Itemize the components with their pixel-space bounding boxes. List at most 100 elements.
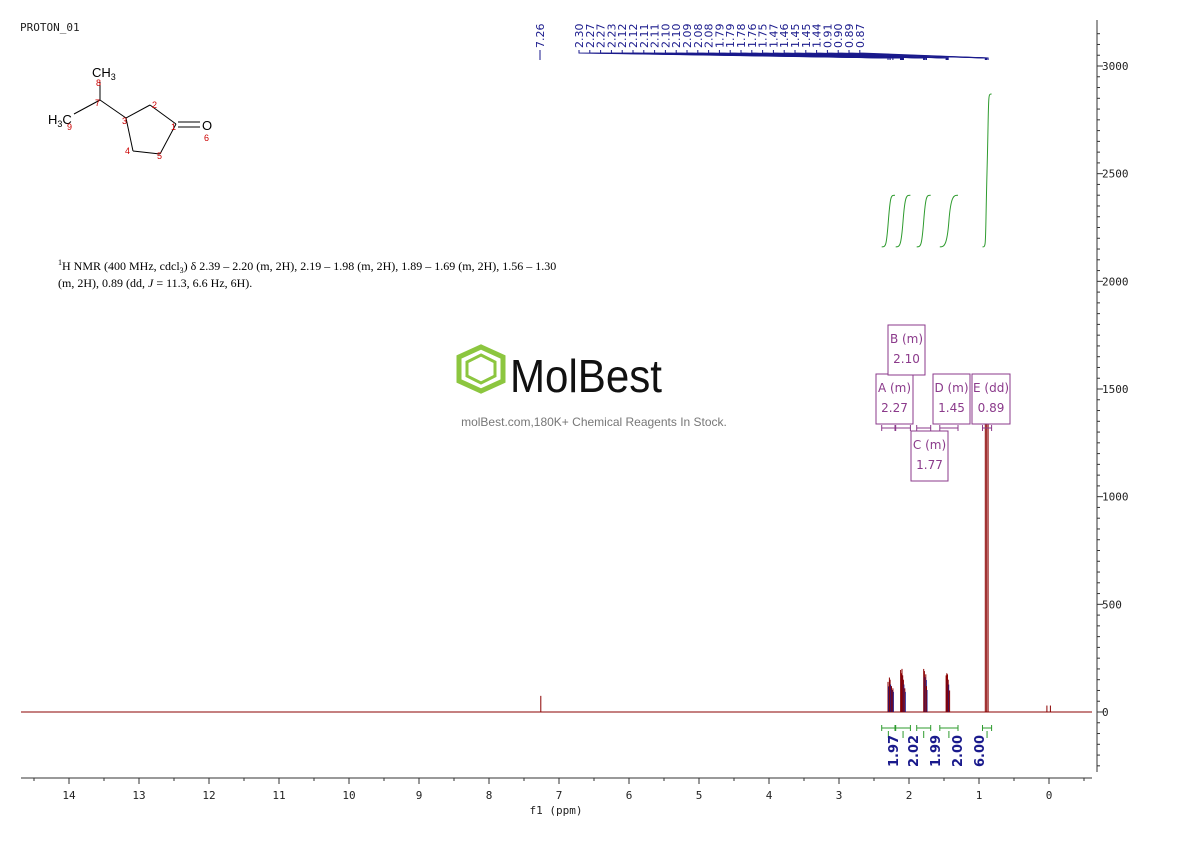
x-tick-label: 6 xyxy=(626,789,633,802)
multiplet-label-e: E (dd) 0.89 xyxy=(971,373,1011,431)
integral-value: 2.02 xyxy=(907,735,922,767)
spectrum-peaks xyxy=(540,410,1051,712)
x-tick-label: 12 xyxy=(202,789,215,802)
multiplet-annotations: A (m) 2.27 B (m) 2.10 C (m) 1.77 D (m) 1.45 E (d… xyxy=(875,324,1011,482)
integral-curve xyxy=(939,194,959,248)
peak-label: 0.91 xyxy=(821,24,834,49)
peak-labels: 7.26 2.302.272.272.232.122.122.112.112.10… xyxy=(534,24,867,49)
y-tick-label: 3000 xyxy=(1102,60,1129,73)
peak-label-lines xyxy=(539,50,989,60)
peak-label: 2.11 xyxy=(649,24,662,49)
multiplet-name: D (m) xyxy=(934,381,968,395)
peak-label: 2.08 xyxy=(692,24,705,49)
peak-label: 1.79 xyxy=(713,24,726,49)
x-tick-label: 4 xyxy=(766,789,773,802)
x-axis: 14 13 12 11 10 9 8 7 6 5 4 3 2 1 0 xyxy=(21,777,1092,802)
watermark-tagline: molBest.com,180K+ Chemical Reagents In S… xyxy=(461,415,727,429)
structure-atom-numbers: 8 7 9 3 2 1 4 5 6 xyxy=(67,78,209,161)
x-tick-label: 2 xyxy=(906,789,913,802)
peak-label: 2.23 xyxy=(605,24,618,49)
chemical-structure: CH3 H3C O 8 7 9 3 2 1 4 5 6 xyxy=(48,65,212,161)
multiplet-label-c: C (m) 1.77 xyxy=(910,425,949,482)
svg-text:7: 7 xyxy=(95,98,100,108)
y-tick-label: 500 xyxy=(1102,598,1122,611)
integral-value: 1.97 xyxy=(887,735,902,767)
svg-text:1H NMR (400 MHz, cdcl3) δ 2.39: 1H NMR (400 MHz, cdcl3) δ 2.39 – 2.20 (m… xyxy=(58,258,556,275)
x-tick-label: 11 xyxy=(272,789,285,802)
peak-label: 2.12 xyxy=(616,24,629,49)
peak-label: 7.26 xyxy=(534,24,547,49)
peak-label: 1.44 xyxy=(811,24,824,49)
svg-text:O: O xyxy=(202,118,212,133)
integral-value: 1.99 xyxy=(929,735,944,767)
svg-text:5: 5 xyxy=(157,151,162,161)
x-tick-label: 0 xyxy=(1046,789,1053,802)
multiplet-name: E (dd) xyxy=(973,381,1009,395)
multiplet-shift: 0.89 xyxy=(978,401,1005,415)
svg-text:1: 1 xyxy=(171,122,176,132)
molbest-watermark: MolBest molBest.com,180K+ Chemical Reage… xyxy=(456,344,727,429)
x-tick-label: 10 xyxy=(342,789,355,802)
multiplet-name: B (m) xyxy=(890,332,923,346)
peak-label: 0.90 xyxy=(832,24,845,49)
peak-label: 1.76 xyxy=(746,24,759,49)
peak-label: 2.10 xyxy=(659,24,672,49)
multiplet-label-b: B (m) 2.10 xyxy=(887,324,926,431)
multiplet-shift: 1.45 xyxy=(938,401,965,415)
y-tick-label: 1500 xyxy=(1102,383,1129,396)
peak-label: 1.79 xyxy=(724,24,737,49)
peak-label: 1.46 xyxy=(778,24,791,49)
peak-label: 1.45 xyxy=(800,24,813,49)
structure-labels: CH3 H3C O xyxy=(48,65,212,133)
multiplet-shift: 2.10 xyxy=(893,352,920,366)
peak-label: 2.12 xyxy=(627,24,640,49)
x-tick-label: 5 xyxy=(696,789,703,802)
svg-text:2: 2 xyxy=(152,100,157,110)
svg-text:9: 9 xyxy=(67,122,72,132)
molbest-logo-icon xyxy=(456,344,506,394)
x-tick-label: 8 xyxy=(486,789,493,802)
integral-curves xyxy=(881,93,992,248)
peak-label: 2.08 xyxy=(703,24,716,49)
peak-label: 1.47 xyxy=(767,24,780,49)
peak-label-leader xyxy=(816,50,949,60)
peak-label: 2.10 xyxy=(670,24,683,49)
y-tick-label: 2000 xyxy=(1102,275,1129,288)
multiplet-box xyxy=(887,324,926,376)
integral-curve xyxy=(982,93,992,248)
peak-label: 0.89 xyxy=(843,24,856,49)
y-tick-label: 1000 xyxy=(1102,491,1129,504)
multiplet-label-d: D (m) 1.45 xyxy=(932,373,971,431)
peak-label: 1.45 xyxy=(789,24,802,49)
peak-label: 2.27 xyxy=(595,24,608,49)
peak-label: 1.75 xyxy=(757,24,770,49)
svg-text:H3C: H3C xyxy=(48,112,72,129)
multiplet-box xyxy=(932,373,971,425)
multiplet-label-a: A (m) 2.27 xyxy=(875,373,914,431)
integral-curve xyxy=(916,194,931,248)
multiplet-box xyxy=(910,430,949,482)
y-axis: 0 500 1000 1500 2000 2500 3000 xyxy=(1096,20,1129,772)
peak-label-leader xyxy=(859,50,989,60)
x-tick-label: 1 xyxy=(976,789,983,802)
watermark-brand: MolBest xyxy=(510,350,662,402)
peak-label: 1.78 xyxy=(735,24,748,49)
peak-label: 2.09 xyxy=(681,24,694,49)
peak-label: 2.27 xyxy=(584,24,597,49)
integral-curve xyxy=(881,194,896,248)
x-axis-label: f1 (ppm) xyxy=(530,804,583,817)
y-tick-label: 2500 xyxy=(1102,168,1129,181)
svg-text:4: 4 xyxy=(125,146,130,156)
peak-label: 2.30 xyxy=(573,24,586,49)
svg-text:(m, 2H), 0.89 (dd, J = 11.3, 6: (m, 2H), 0.89 (dd, J = 11.3, 6.6 Hz, 6H)… xyxy=(58,276,252,290)
multiplet-name: A (m) xyxy=(878,381,911,395)
multiplet-name: C (m) xyxy=(913,438,946,452)
x-tick-label: 7 xyxy=(556,789,563,802)
integral-curve xyxy=(895,194,911,248)
integral-values: 1.97 2.02 1.99 2.00 6.00 xyxy=(881,725,993,767)
structure-bonds xyxy=(73,82,200,155)
peak-label: 2.11 xyxy=(638,24,651,49)
y-tick-label: 0 xyxy=(1102,706,1109,719)
multiplet-shift: 1.77 xyxy=(916,458,943,472)
